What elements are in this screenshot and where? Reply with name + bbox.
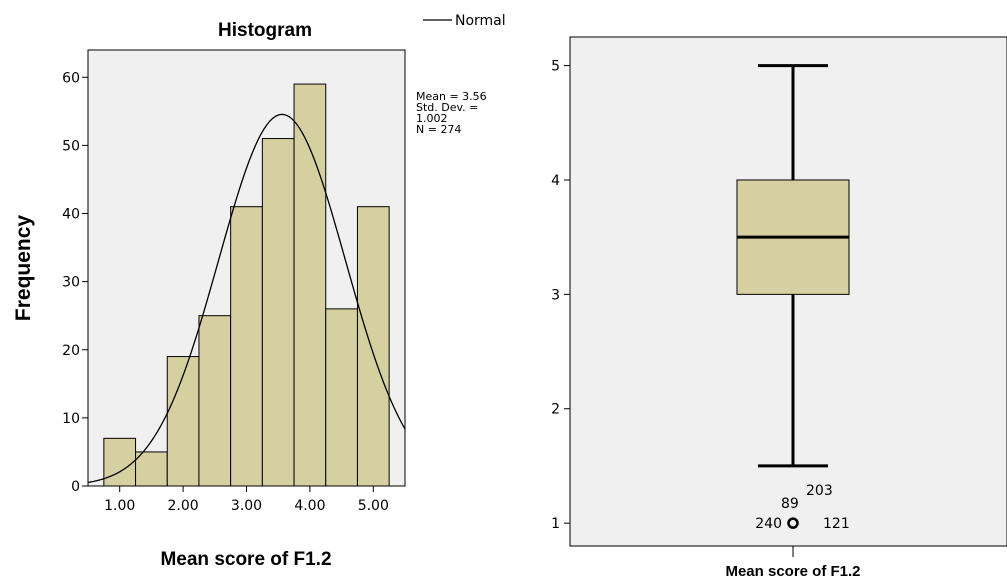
histogram-x-tick-label: 4.00 <box>294 498 325 514</box>
outlier-label-121: 121 <box>823 516 850 532</box>
histogram-y-tick-label: 50 <box>62 138 80 154</box>
boxplot-x-label: Mean score of F1.2 <box>725 563 860 580</box>
outlier-label-203: 203 <box>806 483 833 499</box>
normal-curve <box>87 113 406 484</box>
histogram-bar <box>356 206 390 487</box>
stat-std-label: Std. Dev. = <box>416 101 478 114</box>
histogram-y-axis: 0 10 20 30 40 50 60 <box>62 70 88 495</box>
histogram-x-tick-label: 2.00 <box>168 498 199 514</box>
boxplot-y-tick-label: 2 <box>551 402 560 418</box>
histogram-y-label: Frequency <box>12 215 35 322</box>
histogram-bar <box>325 308 358 487</box>
histogram-x-axis: 1.00 2.00 3.00 4.00 5.00 <box>104 486 389 514</box>
histogram-bars <box>103 83 390 487</box>
histogram-bar <box>230 206 263 487</box>
boxplot-y-tick-label: 5 <box>551 59 560 75</box>
boxplot-y-tick-label: 4 <box>551 173 560 189</box>
stat-std-value: 1.002 <box>416 112 448 125</box>
outlier-point <box>787 517 799 529</box>
histogram-x-tick-label: 5.00 <box>358 498 389 514</box>
histogram-y-tick-label: 60 <box>62 70 80 86</box>
histogram-y-tick-label: 20 <box>62 343 80 359</box>
boxplot-y-axis: 1 2 3 4 5 <box>551 59 570 532</box>
boxplot-y-tick-label: 1 <box>551 516 560 532</box>
boxplot-chart: 1 2 3 4 5 203 89 240 121 Mean score of F1.2 <box>551 36 1007 580</box>
histogram-bar <box>198 315 232 487</box>
histogram-bar <box>261 138 295 487</box>
boxplot-y-tick-label: 3 <box>551 287 560 303</box>
histogram-title: Histogram <box>218 20 312 41</box>
histogram-bar <box>103 437 137 487</box>
histogram-y-tick-label: 30 <box>62 275 80 291</box>
outlier-label-89: 89 <box>781 496 799 512</box>
histogram-bar <box>293 83 327 487</box>
histogram-x-tick-label: 3.00 <box>231 498 262 514</box>
stat-n: N = 274 <box>416 123 461 136</box>
histogram-y-tick-label: 40 <box>62 207 80 223</box>
histogram-y-tick-label: 10 <box>62 411 80 427</box>
histogram-x-tick-label: 1.00 <box>104 498 135 514</box>
histogram-bar <box>135 451 168 487</box>
histogram-y-tick-label: 0 <box>71 479 80 495</box>
histogram-x-label: Mean score of F1.2 <box>160 549 331 570</box>
legend-normal-label: Normal <box>455 13 506 29</box>
histogram-chart: Histogram 0 10 20 30 40 50 60 1.00 2.00 3.00 4.00… <box>12 13 506 570</box>
stat-mean: Mean = 3.56 <box>416 90 487 103</box>
outlier-label-240: 240 <box>755 516 782 532</box>
